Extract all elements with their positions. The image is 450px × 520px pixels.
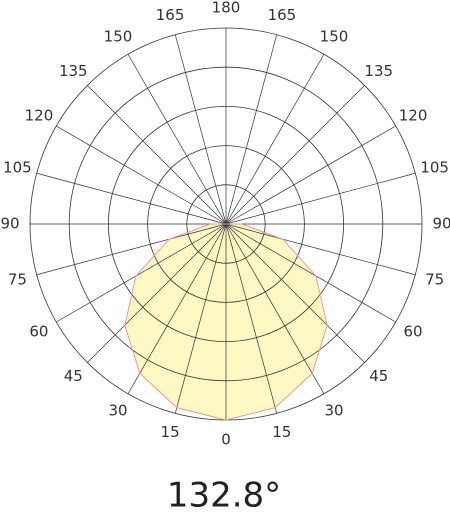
angle-label: 120 [399, 107, 428, 125]
beam-angle: 132.8° [167, 476, 281, 516]
grid-spoke [174, 34, 227, 225]
angle-label: 135 [59, 62, 88, 80]
light-curve [124, 223, 227, 421]
grid-spoke [225, 223, 278, 414]
grid-spoke [87, 85, 227, 225]
light-area [124, 224, 226, 420]
angle-label: 75 [425, 270, 444, 288]
angle-label: 90 [0, 215, 19, 233]
angle-label: 150 [104, 27, 133, 45]
angle-label: 45 [64, 367, 83, 385]
angle-label: 75 [8, 270, 27, 288]
angle-label: 105 [3, 159, 32, 177]
angle-label: 165 [268, 6, 297, 24]
grid-spoke [127, 54, 227, 225]
grid-spoke [225, 85, 365, 225]
light-curve [225, 223, 328, 421]
angle-label: 45 [369, 367, 388, 385]
angle-label: 180 [212, 0, 241, 17]
angle-label: 60 [29, 323, 48, 341]
angle-label: 90 [432, 215, 450, 233]
grid-spoke [225, 172, 416, 225]
angle-label: 30 [324, 402, 343, 420]
grid-spoke [225, 223, 396, 323]
grid-spoke [56, 223, 227, 323]
angle-label: 0 [221, 431, 231, 449]
angle-label: 120 [25, 107, 54, 125]
grid-spoke [127, 223, 227, 394]
angle-label: 15 [161, 423, 180, 441]
angle-label: 150 [320, 27, 349, 45]
angle-label: 135 [364, 62, 393, 80]
grid-spoke [225, 223, 365, 363]
angle-label: 105 [420, 159, 449, 177]
grid-spoke [225, 125, 396, 225]
grid-spoke [225, 223, 416, 276]
angle-label: 15 [272, 423, 291, 441]
angle-label: 30 [108, 402, 127, 420]
grid-spoke [87, 223, 227, 363]
grid-spoke [36, 172, 227, 225]
grid-spoke [225, 34, 278, 225]
angle-label: 60 [404, 323, 423, 341]
grid-spoke [174, 223, 227, 414]
grid-spoke [36, 223, 227, 276]
grid-spoke [225, 223, 325, 394]
angle-label: 165 [156, 6, 185, 24]
grid-spoke [225, 54, 325, 225]
light-area [226, 224, 328, 420]
grid-spoke [56, 125, 227, 225]
